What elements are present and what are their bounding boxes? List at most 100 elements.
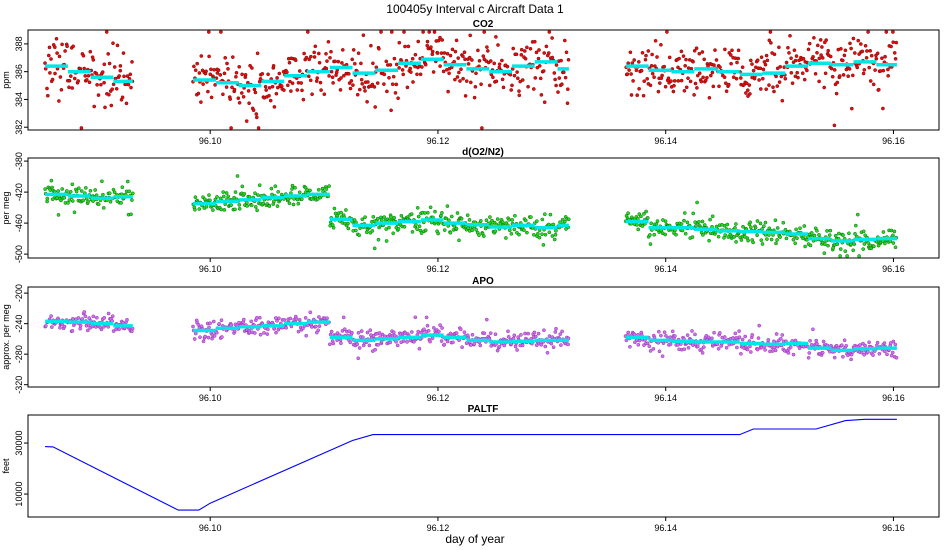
o2n2-measurement-point xyxy=(755,219,760,223)
co2-measurement-point xyxy=(688,79,693,84)
apo-measurement-point xyxy=(296,329,301,334)
co2-measurement-point xyxy=(723,81,728,86)
co2-measurement-point xyxy=(745,88,750,93)
apo-measurement-point xyxy=(478,343,483,348)
co2-measurement-point xyxy=(445,51,450,56)
co2-measurement-point xyxy=(843,48,848,53)
co2-measurement-point xyxy=(858,42,863,46)
paltf-y-ticks: 10000 30000 xyxy=(14,431,24,507)
co2-measurement-point xyxy=(774,74,778,79)
co2-measurement-point xyxy=(772,89,776,94)
co2-measurement-point xyxy=(820,45,824,49)
apo-measurement-point xyxy=(288,316,293,321)
paltf-y-label: feet xyxy=(1,458,11,474)
co2-measurement-point xyxy=(45,86,49,91)
o2n2-measurement-point xyxy=(415,227,419,232)
apo-measurement-point xyxy=(849,357,853,362)
co2-measurement-point xyxy=(96,93,101,97)
apo-measurement-point xyxy=(266,327,270,332)
co2-measurement-point xyxy=(305,30,310,34)
o2n2-measurement-point xyxy=(853,231,857,236)
apo-measurement-point xyxy=(94,315,99,320)
co2-measurement-point xyxy=(740,65,745,70)
apo-measurement-point xyxy=(309,325,314,329)
co2-measurement-point xyxy=(835,80,840,85)
apo-measurement-point xyxy=(488,331,493,336)
o2n2-measurement-point xyxy=(537,235,542,240)
apo-measurement-point xyxy=(442,342,447,347)
co2-measurement-point xyxy=(461,54,465,59)
co2-measurement-point xyxy=(705,75,709,80)
co2-measurement-point xyxy=(849,46,853,51)
apo-measurement-point xyxy=(839,343,844,348)
apo-measurement-point xyxy=(342,327,347,332)
o2n2-measurement-point xyxy=(547,230,552,235)
apo-measurement-point xyxy=(219,318,224,323)
co2-measurement-point xyxy=(871,82,876,87)
co2-measurement-point xyxy=(463,94,468,98)
co2-measurement-point xyxy=(646,49,651,53)
co2-measurement-point xyxy=(351,83,355,87)
o2n2-measurement-point xyxy=(495,217,500,221)
co2-measurement-point xyxy=(228,97,233,101)
o2n2-measurement-point xyxy=(74,189,79,194)
co2-measurement-point xyxy=(313,44,318,49)
apo-measurement-point xyxy=(882,341,887,345)
co2-measurement-point xyxy=(193,68,198,73)
apo-measurement-point xyxy=(201,339,206,344)
o2n2-measurement-point xyxy=(773,218,778,223)
apo-measurement-point xyxy=(532,330,537,335)
co2-measurement-point xyxy=(801,56,806,61)
o2n2-measurement-point xyxy=(101,192,105,197)
apo-measurement-point xyxy=(401,339,406,343)
co2-plot-frame xyxy=(27,29,940,131)
apo-measurement-point xyxy=(737,335,742,340)
o2n2-measurement-point xyxy=(299,197,304,202)
co2-measurement-point xyxy=(195,61,200,66)
co2-measurement-point xyxy=(514,52,519,57)
co2-measurement-point xyxy=(109,103,114,108)
apo-measurement-point xyxy=(717,331,722,335)
co2-measurement-point xyxy=(509,88,514,92)
co2-measurement-point xyxy=(360,81,365,86)
co2-measurement-point xyxy=(48,71,52,75)
apo-measurement-point xyxy=(763,348,767,352)
o2n2-measurement-point xyxy=(384,227,389,231)
apo-measurement-point xyxy=(682,347,687,352)
co2-measurement-point xyxy=(736,48,741,53)
co2-measurement-point xyxy=(554,83,558,88)
co2-measurement-point xyxy=(789,56,793,61)
co2-measurement-point xyxy=(47,45,52,50)
co2-measurement-point xyxy=(468,80,473,85)
co2-measurement-point xyxy=(325,59,329,63)
o2n2-xtick-label: 96.16 xyxy=(882,264,905,274)
apo-measurement-point xyxy=(686,345,691,350)
apo-measurement-point xyxy=(117,327,121,332)
co2-measurement-point xyxy=(121,51,126,55)
o2n2-measurement-point xyxy=(240,184,245,189)
co2-measurement-point xyxy=(474,71,478,76)
o2n2-measurement-point xyxy=(626,211,630,216)
apo-measurement-point xyxy=(193,331,198,336)
o2n2-measurement-point xyxy=(79,189,84,193)
co2-measurement-point xyxy=(226,67,230,71)
apo-measurement-point xyxy=(636,342,641,347)
co2-measurement-point xyxy=(789,70,794,75)
co2-measurement-point xyxy=(79,126,84,130)
co2-measurement-point xyxy=(554,63,559,67)
o2n2-measurement-point xyxy=(861,247,866,251)
o2n2-measurement-point xyxy=(454,226,459,231)
co2-measurement-point xyxy=(237,64,242,69)
co2-measurement-point xyxy=(800,71,805,76)
co2-measurement-point xyxy=(748,58,753,63)
apo-measurement-point xyxy=(716,346,721,351)
co2-measurement-point xyxy=(729,61,733,66)
co2-measurement-point xyxy=(403,44,407,49)
o2n2-measurement-point xyxy=(635,223,639,227)
apo-measurement-point xyxy=(733,331,738,336)
co2-measurement-point xyxy=(856,38,861,43)
co2-measurement-point xyxy=(520,78,525,82)
co2-measurement-point xyxy=(689,66,694,71)
apo-measurement-point xyxy=(515,348,519,352)
co2-measurement-point xyxy=(500,58,504,63)
